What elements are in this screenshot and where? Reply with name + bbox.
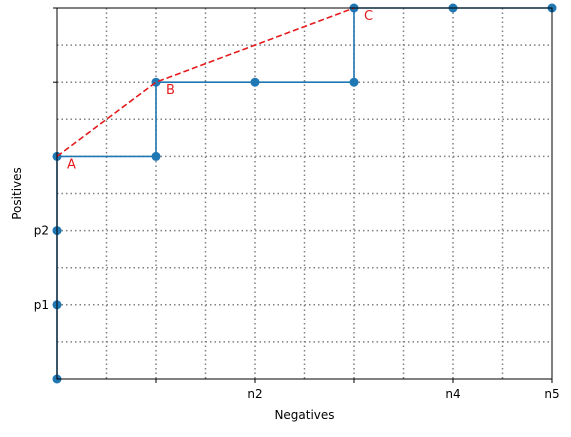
plot-frame: [56, 7, 553, 380]
roc-point-marker: [250, 77, 260, 87]
y-tick-label: p1: [34, 298, 49, 312]
annotations: A B C: [67, 9, 373, 172]
y-axis-label: Positives: [10, 167, 24, 220]
roc-point-marker: [349, 77, 359, 87]
roc-point-marker: [151, 151, 161, 161]
x-tick-label: n5: [544, 387, 559, 401]
convex-hull-dashed-line: [56, 7, 355, 158]
x-tick-label: n2: [247, 387, 262, 401]
y-tick-label: p2: [34, 224, 49, 238]
x-tick-label: n4: [445, 387, 460, 401]
point-annotation: A: [67, 157, 76, 172]
x-axis-label: Negatives: [274, 408, 334, 422]
axis-ticks: n2 n4 n5 p1 p2: [34, 7, 560, 401]
grid: [57, 8, 552, 379]
point-annotation: B: [166, 83, 175, 98]
point-annotation: C: [364, 9, 373, 24]
